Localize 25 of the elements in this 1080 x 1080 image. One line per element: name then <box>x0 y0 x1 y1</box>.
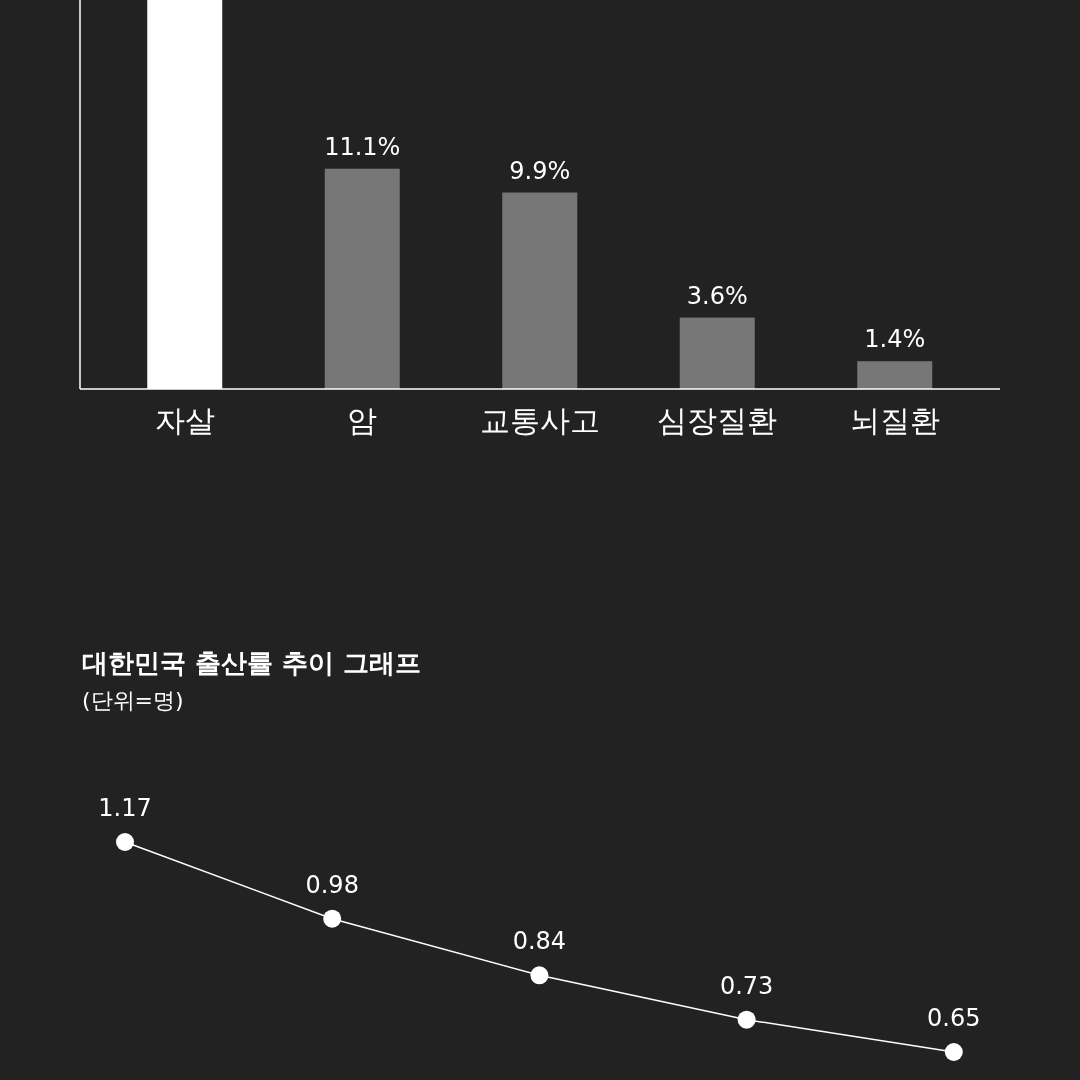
data-label: 0.84 <box>512 927 567 956</box>
x-tick-label: 심장질환 <box>657 403 778 438</box>
bar <box>502 192 578 389</box>
bar <box>679 317 755 389</box>
point <box>530 966 549 985</box>
bar <box>324 168 400 389</box>
chart-title: 대한민국 출산률 추이 그래프 <box>82 648 422 678</box>
data-label: 1.17 <box>98 794 152 822</box>
data-label: 9.9% <box>509 156 571 185</box>
point <box>323 909 342 928</box>
data-label: 0.65 <box>927 1004 981 1032</box>
data-label: 1.4% <box>864 325 926 354</box>
data-label: 11.1% <box>324 132 401 161</box>
data-label: 0.73 <box>719 971 774 1000</box>
x-tick-label: 교통사고 <box>479 403 600 438</box>
x-tick-label: 뇌질환 <box>849 403 940 438</box>
x-tick-label: 자살 <box>154 403 215 438</box>
point <box>737 1010 756 1029</box>
x-tick-label: 암 <box>347 403 378 438</box>
chart-subtitle: (단위=명) <box>82 688 184 713</box>
point <box>944 1043 963 1061</box>
data-label: 3.6% <box>686 281 748 310</box>
point <box>116 833 134 851</box>
data-label: 0.98 <box>305 870 359 899</box>
bar <box>857 361 933 389</box>
